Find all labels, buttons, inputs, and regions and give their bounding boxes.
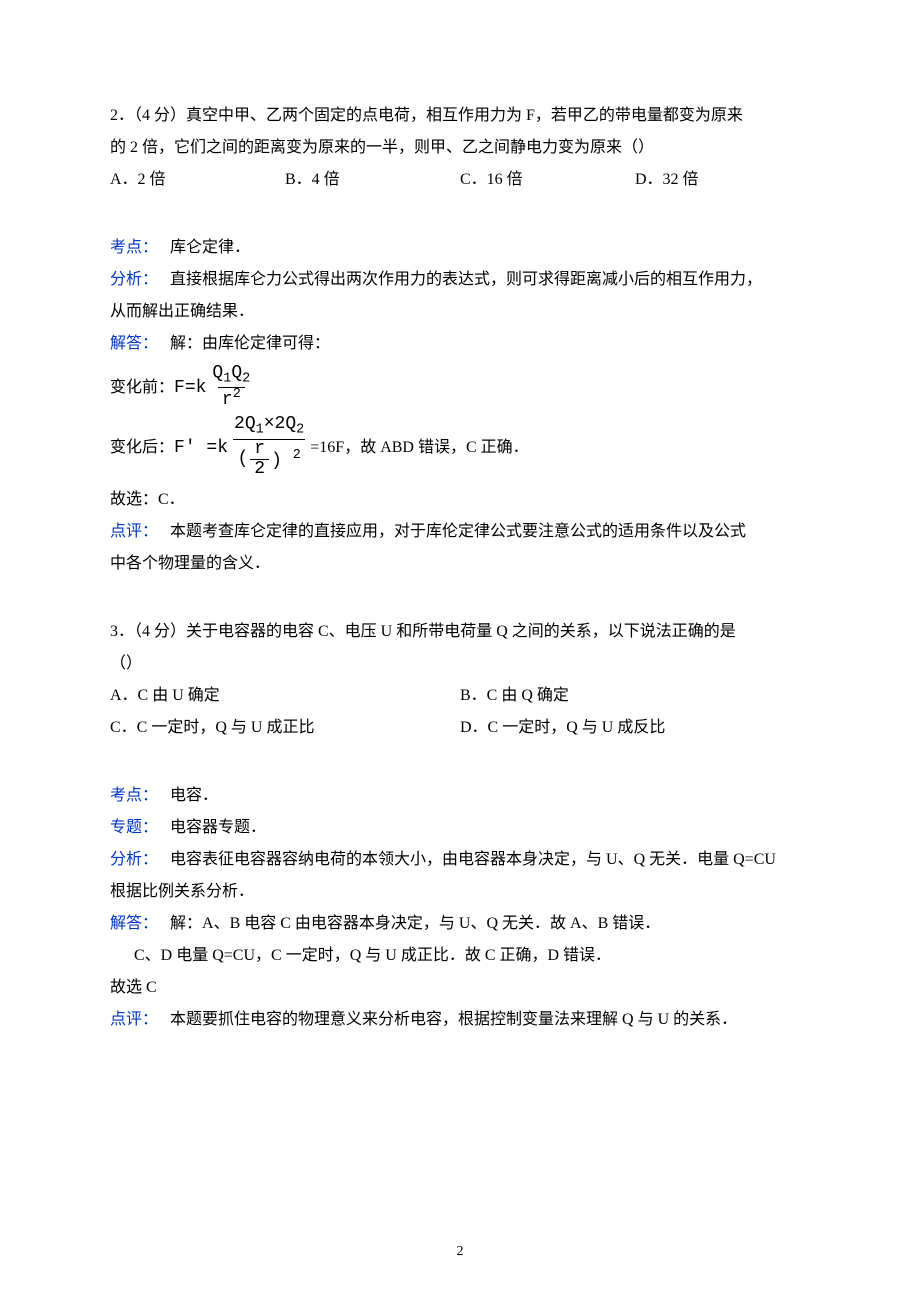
fenxi-text: 直接根据库仑力公式得出两次作用力的表达式，则可求得距离减小后的相互作用力， (170, 271, 762, 288)
after-frac: 2Q1×2Q2 ( r 2 ) 2 (230, 415, 308, 480)
q2-fenxi-line1: 分析： 直接根据库仑力公式得出两次作用力的表达式，则可求得距离减小后的相互作用力… (110, 264, 810, 296)
q2-dianping-line1: 点评： 本题考查库仑定律的直接应用，对于库伦定律公式要注意公式的适用条件以及公式 (110, 516, 810, 548)
q2-formula-after: 变化后： F′ =k 2Q1×2Q2 ( r 2 ) 2 =16F，故 ABD … (110, 415, 810, 480)
q2-kaodian: 考点： 库仑定律． (110, 232, 810, 264)
q2-option-c: C．16 倍 (460, 164, 635, 196)
q2-fenxi-line2: 从而解出正确结果． (110, 296, 810, 328)
jieda-text: 解：A、B 电容 C 由电容器本身决定，与 U、Q 无关．故 A、B 错误． (170, 915, 660, 932)
spacer (110, 580, 810, 616)
before-lhs: F=k (174, 370, 206, 406)
jieda-label: 解答： (110, 335, 158, 352)
q2-option-a: A．2 倍 (110, 164, 285, 196)
q3-jieda-line1: 解答： 解：A、B 电容 C 由电容器本身决定，与 U、Q 无关．故 A、B 错… (110, 908, 810, 940)
fenxi-label: 分析： (110, 271, 158, 288)
after-tail: =16F，故 ABD 错误，C 正确． (310, 432, 528, 464)
spacer (110, 196, 810, 232)
q2-options: A．2 倍 B．4 倍 C．16 倍 D．32 倍 (110, 164, 810, 196)
jieda-label: 解答： (110, 915, 158, 932)
dianping-label: 点评： (110, 1011, 158, 1028)
q3-zhuanti: 专题： 电容器专题． (110, 812, 810, 844)
kaodian-label: 考点： (110, 787, 158, 804)
fenxi-label: 分析： (110, 851, 158, 868)
q2-stem-line2: 的 2 倍，它们之间的距离变为原来的一半，则甲、乙之间静电力变为原来（） (110, 132, 810, 164)
dianping-label: 点评： (110, 523, 158, 540)
q2-guxuan: 故选：C． (110, 484, 810, 516)
zhuanti-label: 专题： (110, 819, 158, 836)
kaodian-text: 库仑定律． (170, 239, 250, 256)
kaodian-label: 考点： (110, 239, 158, 256)
q3-option-a: A．C 由 U 确定 (110, 680, 460, 712)
before-frac: Q1Q2 r2 (208, 364, 254, 411)
q2-jieda: 解答： 解：由库伦定律可得： (110, 328, 810, 360)
page: 2．（4 分）真空中甲、乙两个固定的点电荷，相互作用力为 F，若甲乙的带电量都变… (0, 0, 920, 1302)
q3-option-d: D．C 一定时，Q 与 U 成反比 (460, 712, 810, 744)
q3-stem-line2: （） (110, 648, 810, 680)
q2-option-b: B．4 倍 (285, 164, 460, 196)
q3-option-b: B．C 由 Q 确定 (460, 680, 810, 712)
jieda-text: 解：由库伦定律可得： (170, 335, 330, 352)
q3-guxuan: 故选 C (110, 972, 810, 1004)
q3-fenxi-line1: 分析： 电容表征电容器容纳电荷的本领大小，由电容器本身决定，与 U、Q 无关．电… (110, 844, 810, 876)
zhuanti-text: 电容器专题． (170, 819, 266, 836)
fenxi-text: 电容表征电容器容纳电荷的本领大小，由电容器本身决定，与 U、Q 无关．电量 Q=… (170, 851, 776, 868)
q3-kaodian: 考点： 电容． (110, 780, 810, 812)
q3-stem-line1: 3．（4 分）关于电容器的电容 C、电压 U 和所带电荷量 Q 之间的关系，以下… (110, 616, 810, 648)
q2-option-d: D．32 倍 (635, 164, 810, 196)
q3-jieda-line2: C、D 电量 Q=CU，C 一定时，Q 与 U 成正比．故 C 正确，D 错误． (110, 940, 810, 972)
q3-fenxi-line2: 根据比例关系分析． (110, 876, 810, 908)
q2-stem-line1: 2．（4 分）真空中甲、乙两个固定的点电荷，相互作用力为 F，若甲乙的带电量都变… (110, 100, 810, 132)
q2-formula-before: 变化前： F=k Q1Q2 r2 (110, 364, 810, 411)
after-prefix: 变化后： (110, 432, 174, 464)
dianping-text: 本题要抓住电容的物理意义来分析电容，根据控制变量法来理解 Q 与 U 的关系． (170, 1011, 737, 1028)
q3-dianping: 点评： 本题要抓住电容的物理意义来分析电容，根据控制变量法来理解 Q 与 U 的… (110, 1004, 810, 1036)
spacer (110, 744, 810, 780)
q3-options: A．C 由 U 确定 B．C 由 Q 确定 C．C 一定时，Q 与 U 成正比 … (110, 680, 810, 744)
after-lhs: F′ =k (174, 430, 228, 466)
page-number: 2 (0, 1238, 920, 1266)
dianping-text: 本题考查库仑定律的直接应用，对于库伦定律公式要注意公式的适用条件以及公式 (170, 523, 746, 540)
q2-dianping-line2: 中各个物理量的含义． (110, 548, 810, 580)
q3-option-c: C．C 一定时，Q 与 U 成正比 (110, 712, 460, 744)
kaodian-text: 电容． (170, 787, 218, 804)
before-prefix: 变化前： (110, 372, 174, 404)
